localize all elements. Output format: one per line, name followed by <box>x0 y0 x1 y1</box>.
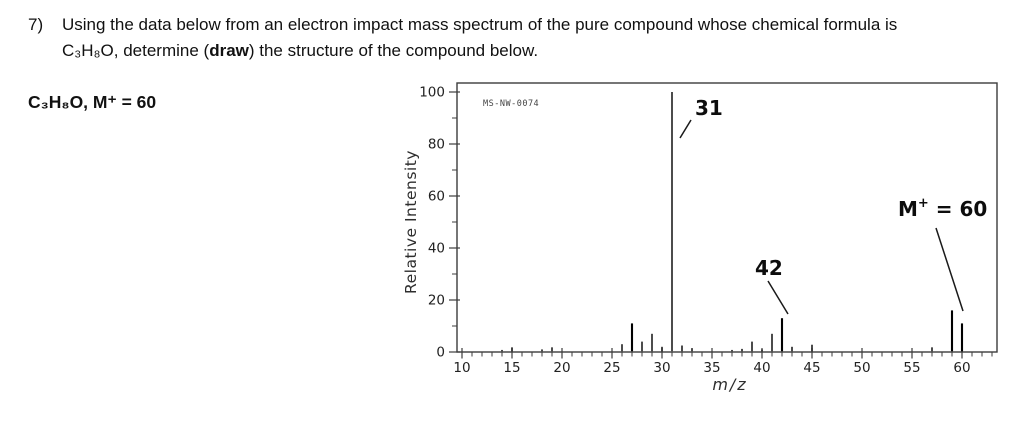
question-text: Using the data below from an electron im… <box>62 12 1012 64</box>
annotation-leader-line <box>679 119 692 139</box>
y-axis-title: Relative Intensity <box>402 150 420 294</box>
peak-annotation: 31 <box>695 96 723 120</box>
question-line-2-pre: C₃H₈O, determine ( <box>62 41 210 60</box>
annotation-leader-line <box>767 280 789 315</box>
y-tick-label: 80 <box>428 137 445 153</box>
x-tick-label: 15 <box>503 360 520 376</box>
x-tick-label: 35 <box>703 360 720 376</box>
plot-box <box>456 82 998 353</box>
question-line-1: Using the data below from an electron im… <box>62 15 898 34</box>
peak-annotation-text: = 60 <box>929 197 988 221</box>
formula-molecular-ion-label: C₃H₈O, M⁺ = 60 <box>28 92 157 112</box>
x-tick-label: 25 <box>603 360 620 376</box>
question-block: 7) Using the data below from an electron… <box>28 12 1012 64</box>
y-tick-label: 20 <box>428 293 445 309</box>
annotation-leader-line <box>935 227 964 312</box>
question-line-2-draw: draw <box>209 41 249 60</box>
x-tick-label: 30 <box>653 360 670 376</box>
peak-annotation-text: M <box>898 197 918 221</box>
x-axis-title: m/z <box>712 375 747 394</box>
x-tick-label: 10 <box>453 360 470 376</box>
x-tick-label: 45 <box>803 360 820 376</box>
x-tick-label: 60 <box>953 360 970 376</box>
y-tick-label: 100 <box>419 85 445 101</box>
peak-annotation-text: 31 <box>695 96 723 120</box>
peak-annotation-text: + <box>918 196 929 211</box>
peak-annotation: M+ = 60 <box>898 196 987 221</box>
question-line-2-post: ) the structure of the compound below. <box>248 41 539 60</box>
x-tick-label: 55 <box>903 360 920 376</box>
peak-annotation: 42 <box>755 256 783 280</box>
mass-spectrum-chart: 0 20 40 60 80 100 10 15 20 25 30 35 40 45 50 55 60 31 42 M+… <box>402 82 998 394</box>
question-line-2: C₃H₈O, determine (draw) the structure of… <box>62 38 1012 64</box>
y-tick-label: 60 <box>428 189 445 205</box>
chart-watermark: MS-NW-0074 <box>483 99 539 109</box>
y-tick-label: 0 <box>436 345 445 361</box>
peak-annotation-text: 42 <box>755 256 783 280</box>
question-number: 7) <box>28 15 44 34</box>
x-tick-label: 50 <box>853 360 870 376</box>
x-tick-label: 40 <box>753 360 770 376</box>
x-tick-label: 20 <box>553 360 570 376</box>
y-tick-label: 40 <box>428 241 445 257</box>
